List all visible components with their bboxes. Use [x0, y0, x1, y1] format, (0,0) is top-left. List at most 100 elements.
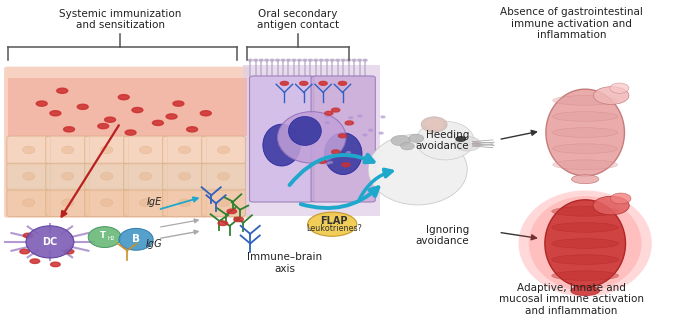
Ellipse shape: [553, 160, 618, 170]
Ellipse shape: [553, 128, 618, 137]
Circle shape: [363, 134, 367, 136]
Ellipse shape: [26, 226, 74, 258]
Circle shape: [50, 111, 61, 116]
Circle shape: [36, 101, 47, 106]
Ellipse shape: [551, 223, 619, 232]
Circle shape: [292, 59, 296, 61]
Ellipse shape: [23, 172, 35, 180]
Ellipse shape: [610, 193, 631, 204]
Circle shape: [173, 101, 184, 106]
Circle shape: [332, 153, 336, 155]
Circle shape: [125, 130, 136, 135]
Circle shape: [325, 115, 329, 117]
Text: Systemic immunization
and sensitization: Systemic immunization and sensitization: [59, 9, 182, 30]
Circle shape: [342, 163, 350, 167]
Ellipse shape: [178, 172, 190, 180]
Circle shape: [253, 59, 258, 61]
Circle shape: [338, 134, 347, 138]
Circle shape: [98, 124, 109, 129]
Circle shape: [119, 95, 129, 100]
Ellipse shape: [217, 199, 229, 206]
Ellipse shape: [409, 134, 424, 142]
Text: Absence of gastrointestinal
immune activation and
inflammation: Absence of gastrointestinal immune activ…: [500, 7, 643, 40]
FancyBboxPatch shape: [163, 136, 206, 164]
Circle shape: [218, 221, 227, 225]
Text: Immune–brain
axis: Immune–brain axis: [247, 252, 322, 274]
Ellipse shape: [545, 200, 625, 287]
Circle shape: [380, 151, 384, 152]
Text: Leukotrienes?: Leukotrienes?: [306, 224, 362, 233]
Circle shape: [186, 127, 197, 132]
Ellipse shape: [217, 146, 229, 154]
Circle shape: [332, 150, 340, 154]
FancyBboxPatch shape: [163, 162, 206, 190]
Ellipse shape: [368, 134, 467, 205]
Circle shape: [347, 151, 351, 153]
Circle shape: [318, 160, 326, 163]
Circle shape: [105, 117, 116, 122]
Text: Ignoring
avoidance: Ignoring avoidance: [415, 225, 469, 246]
Circle shape: [347, 59, 351, 61]
Text: FLAP: FLAP: [321, 216, 348, 226]
Ellipse shape: [571, 286, 599, 296]
Ellipse shape: [23, 146, 35, 154]
Text: Heeding
avoidance: Heeding avoidance: [415, 130, 469, 151]
Circle shape: [23, 233, 33, 238]
Circle shape: [264, 59, 269, 61]
Ellipse shape: [101, 146, 113, 154]
Text: Oral secondary
antigen contact: Oral secondary antigen contact: [257, 9, 339, 30]
Circle shape: [358, 115, 362, 117]
Ellipse shape: [140, 146, 152, 154]
Circle shape: [299, 81, 308, 85]
FancyBboxPatch shape: [85, 189, 129, 216]
Circle shape: [20, 249, 29, 254]
Circle shape: [325, 111, 333, 115]
Text: T: T: [100, 231, 106, 240]
Ellipse shape: [401, 142, 414, 150]
FancyBboxPatch shape: [163, 189, 206, 216]
Ellipse shape: [62, 172, 74, 180]
Ellipse shape: [178, 199, 190, 206]
Text: H2: H2: [108, 236, 115, 241]
FancyBboxPatch shape: [7, 162, 51, 190]
Circle shape: [319, 59, 323, 61]
Text: Adaptive, innate and
mucosal immune activation
and inflammation: Adaptive, innate and mucosal immune acti…: [499, 283, 644, 316]
Ellipse shape: [551, 206, 619, 216]
Circle shape: [280, 81, 288, 85]
Ellipse shape: [546, 89, 625, 176]
Circle shape: [166, 114, 177, 119]
Circle shape: [456, 137, 466, 141]
Circle shape: [270, 59, 274, 61]
Circle shape: [259, 59, 263, 61]
Ellipse shape: [571, 175, 599, 184]
FancyArrowPatch shape: [290, 155, 373, 185]
Circle shape: [248, 59, 252, 61]
Circle shape: [153, 120, 164, 125]
Ellipse shape: [23, 199, 35, 206]
Ellipse shape: [455, 137, 481, 151]
Ellipse shape: [426, 119, 444, 130]
Ellipse shape: [416, 121, 474, 160]
FancyBboxPatch shape: [46, 189, 90, 216]
Circle shape: [200, 111, 211, 116]
Bar: [243, 65, 380, 216]
Circle shape: [51, 262, 60, 267]
FancyBboxPatch shape: [85, 136, 129, 164]
FancyBboxPatch shape: [85, 162, 129, 190]
Ellipse shape: [119, 228, 153, 250]
Ellipse shape: [553, 144, 618, 153]
Circle shape: [369, 129, 373, 131]
Circle shape: [341, 59, 345, 61]
Text: B: B: [132, 234, 140, 244]
Circle shape: [379, 132, 383, 134]
Ellipse shape: [140, 172, 152, 180]
Circle shape: [64, 127, 75, 132]
Circle shape: [338, 81, 347, 85]
FancyBboxPatch shape: [201, 162, 245, 190]
Ellipse shape: [421, 117, 447, 132]
Circle shape: [336, 59, 340, 61]
Circle shape: [349, 117, 353, 119]
Circle shape: [319, 81, 327, 85]
Ellipse shape: [277, 112, 346, 163]
Circle shape: [363, 59, 367, 61]
